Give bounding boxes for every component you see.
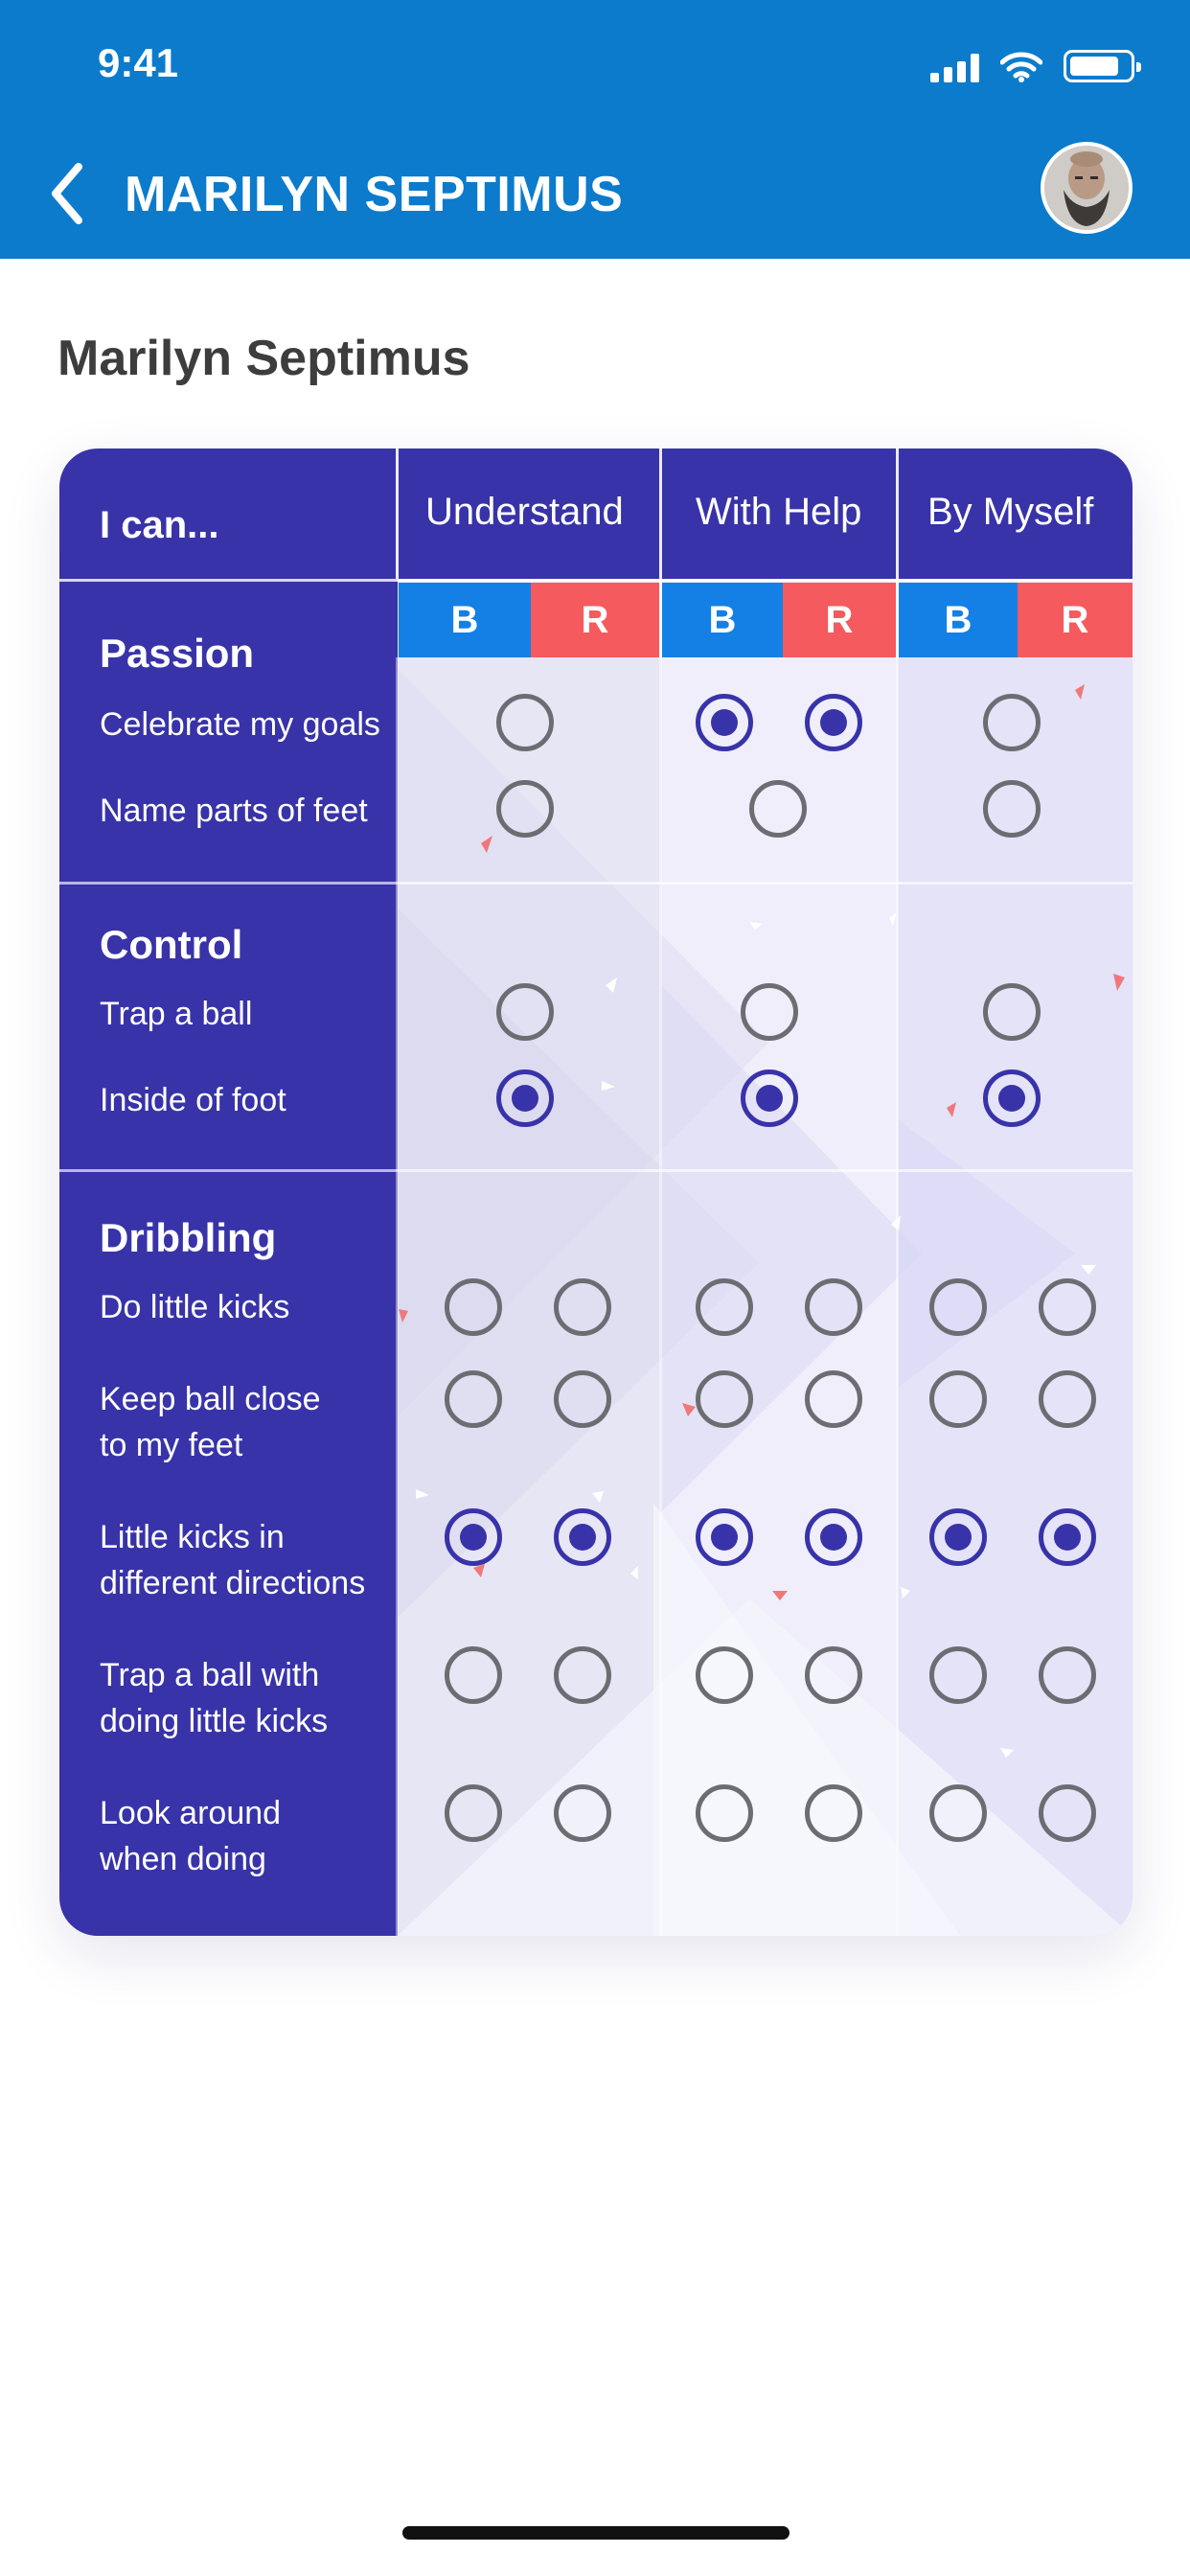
column-header-bar — [398, 448, 1133, 579]
sub-header-b: B — [662, 583, 783, 657]
page-title: Marilyn Septimus — [57, 331, 470, 386]
divider — [896, 448, 899, 657]
radio-understand-b[interactable] — [445, 1508, 502, 1566]
section-title-dribbling: Dribbling — [100, 1215, 277, 1260]
radio-with-help[interactable] — [741, 983, 798, 1041]
section-title-passion: Passion — [100, 631, 255, 676]
sub-header-r: R — [531, 583, 659, 657]
skills-table: I can... Understand With Help By Myself … — [59, 448, 1133, 1936]
divider — [659, 657, 662, 1936]
avatar[interactable] — [1041, 142, 1133, 234]
skill-label: Look around when doing — [100, 1795, 282, 1877]
nav-title: MARILYN SEPTIMUS — [125, 167, 624, 222]
radio-with-help[interactable] — [741, 1070, 798, 1127]
row-header-label: I can... — [100, 504, 219, 546]
radio-by-myself-r[interactable] — [1039, 1508, 1096, 1566]
sub-header-r: R — [1018, 583, 1133, 657]
divider — [59, 579, 1133, 582]
back-button[interactable] — [46, 159, 103, 228]
radio-understand-b[interactable] — [445, 1278, 502, 1336]
radio-understand-r[interactable] — [554, 1508, 611, 1566]
radio-understand[interactable] — [496, 983, 554, 1041]
radio-understand[interactable] — [496, 780, 554, 838]
wifi-icon — [1000, 52, 1042, 82]
column-header-by-myself: By Myself — [927, 491, 1094, 533]
radio-by-myself[interactable] — [983, 983, 1041, 1041]
radio-with-help-r[interactable] — [805, 1508, 862, 1566]
divider — [59, 1169, 1133, 1172]
radio-with-help-r[interactable] — [805, 1278, 862, 1336]
skill-label: Keep ball close to my feet — [100, 1381, 321, 1463]
divider — [396, 448, 399, 579]
radio-with-help-r[interactable] — [805, 694, 862, 751]
radio-with-help-b[interactable] — [696, 1646, 753, 1704]
skill-label: Inside of foot — [100, 1082, 286, 1118]
skills-column — [59, 448, 398, 1936]
status-time: 9:41 — [98, 40, 179, 85]
back-chevron-icon — [52, 163, 82, 224]
battery-icon — [1064, 50, 1141, 82]
skill-label: Little kicks in different directions — [100, 1519, 366, 1601]
radio-by-myself-b[interactable] — [929, 1508, 987, 1566]
skill-label: Celebrate my goals — [100, 706, 380, 743]
section-title-control: Control — [100, 922, 243, 967]
radio-by-myself[interactable] — [983, 1070, 1041, 1127]
radio-by-myself-b[interactable] — [929, 1278, 987, 1336]
radio-with-help-r[interactable] — [805, 1646, 862, 1704]
skill-label: Do little kicks — [100, 1289, 290, 1325]
radio-by-myself-r[interactable] — [1039, 1646, 1096, 1704]
radio-by-myself-b[interactable] — [929, 1646, 987, 1704]
radio-understand-b[interactable] — [445, 1370, 502, 1428]
skill-label: Name parts of feet — [100, 793, 368, 829]
radio-by-myself[interactable] — [983, 694, 1041, 751]
app-header: 9:41 MARILYN SEPTIMUS — [0, 0, 1190, 259]
column-header-with-help: With Help — [696, 491, 862, 533]
radio-by-myself-b[interactable] — [929, 1784, 987, 1842]
radio-understand-r[interactable] — [554, 1370, 611, 1428]
divider — [396, 657, 399, 1936]
skill-label: Trap a ball with doing little kicks — [100, 1657, 329, 1739]
radio-understand[interactable] — [496, 694, 554, 751]
sub-header-r: R — [783, 583, 896, 657]
radio-with-help-b[interactable] — [696, 1370, 753, 1428]
radio-understand-r[interactable] — [554, 1278, 611, 1336]
divider — [896, 657, 899, 1936]
radio-understand-b[interactable] — [445, 1646, 502, 1704]
radio-by-myself-r[interactable] — [1039, 1278, 1096, 1336]
radio-with-help-b[interactable] — [696, 694, 753, 751]
radio-by-myself-b[interactable] — [929, 1370, 987, 1428]
radio-with-help-b[interactable] — [696, 1278, 753, 1336]
radio-by-myself[interactable] — [983, 780, 1041, 838]
radio-understand[interactable] — [496, 1070, 554, 1127]
signal-icon — [930, 54, 979, 82]
home-indicator — [402, 2526, 790, 2540]
divider — [59, 882, 1133, 885]
skill-label: Trap a ball — [100, 996, 253, 1032]
divider — [659, 448, 662, 657]
radio-with-help[interactable] — [749, 780, 807, 838]
sub-header-b: B — [899, 583, 1018, 657]
radio-with-help-r[interactable] — [805, 1370, 862, 1428]
radio-understand-b[interactable] — [445, 1784, 502, 1842]
radio-with-help-b[interactable] — [696, 1508, 753, 1566]
radio-with-help-b[interactable] — [696, 1784, 753, 1842]
status-icons — [930, 50, 1141, 82]
radio-understand-r[interactable] — [554, 1784, 611, 1842]
radio-by-myself-r[interactable] — [1039, 1370, 1096, 1428]
sub-header-b: B — [399, 583, 531, 657]
radio-understand-r[interactable] — [554, 1646, 611, 1704]
radio-by-myself-r[interactable] — [1039, 1784, 1096, 1842]
column-header-understand: Understand — [425, 491, 624, 533]
radio-with-help-r[interactable] — [805, 1784, 862, 1842]
